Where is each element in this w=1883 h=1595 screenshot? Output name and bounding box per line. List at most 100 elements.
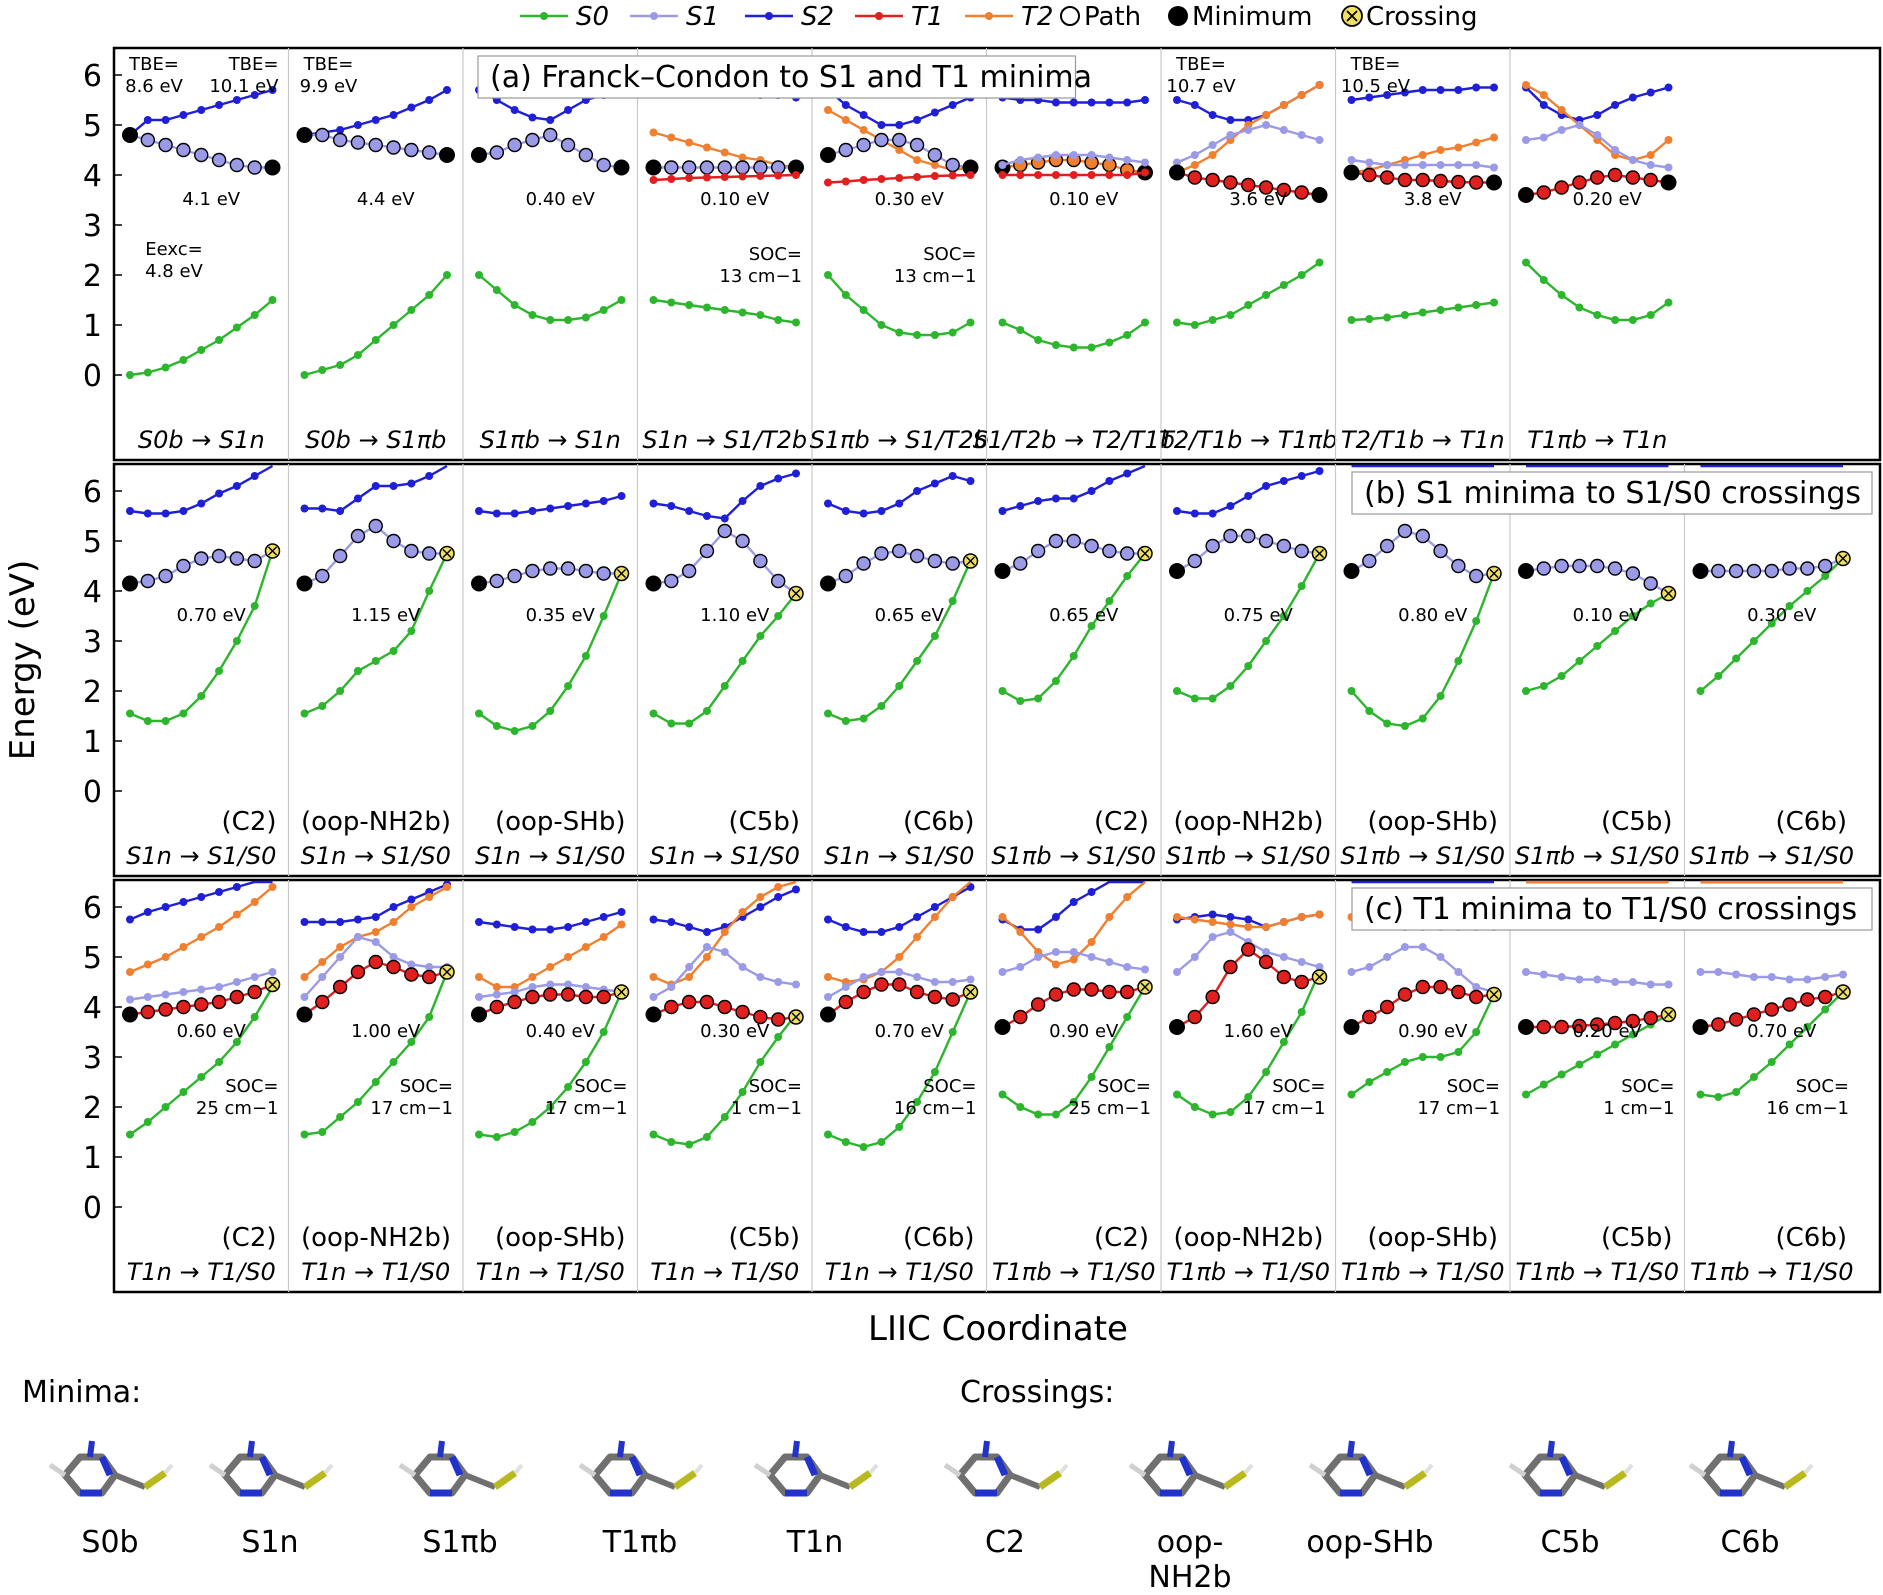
data-point bbox=[1123, 963, 1132, 971]
path-point bbox=[1607, 167, 1623, 183]
annotation: 0.35 eV bbox=[526, 605, 596, 626]
data-point bbox=[1051, 494, 1060, 503]
data-point bbox=[1611, 1040, 1620, 1049]
path-point bbox=[1572, 1018, 1587, 1034]
data-point bbox=[1244, 662, 1253, 670]
data-point bbox=[1226, 131, 1235, 139]
data-point bbox=[1123, 331, 1132, 339]
data-point bbox=[1767, 1058, 1776, 1066]
data-point bbox=[1732, 970, 1741, 979]
subpanel: (C6b) S1n → S1/S0 0.65 eV bbox=[811, 464, 979, 876]
panel-title-text: (b) S1 minima to S1/S0 crossings bbox=[1364, 476, 1861, 511]
data-point bbox=[1244, 915, 1253, 924]
data-point bbox=[756, 973, 765, 981]
data-point bbox=[425, 587, 434, 595]
data-point bbox=[581, 918, 590, 926]
data-point bbox=[546, 925, 555, 934]
subpanel-tag: (oop-NH2b) bbox=[1173, 1223, 1323, 1253]
data-point bbox=[179, 356, 188, 364]
minimum-point bbox=[1692, 563, 1709, 579]
path-point bbox=[1397, 172, 1413, 188]
data-point bbox=[685, 719, 694, 728]
data-point bbox=[1244, 923, 1253, 931]
subpanel-label: S1n → S1/S0 bbox=[301, 842, 451, 870]
data-point bbox=[161, 953, 170, 961]
data-point bbox=[1226, 1108, 1235, 1116]
y-tick-label: 5 bbox=[83, 109, 102, 144]
data-point bbox=[371, 482, 380, 490]
data-point bbox=[1034, 1110, 1043, 1119]
minimum-point bbox=[788, 159, 804, 176]
data-point bbox=[1279, 918, 1288, 926]
data-point bbox=[1539, 101, 1548, 109]
path-point bbox=[1258, 180, 1274, 195]
data-point bbox=[841, 177, 850, 186]
path-point bbox=[1030, 543, 1046, 559]
path-point bbox=[1817, 989, 1833, 1005]
series-t1 bbox=[1343, 164, 1502, 191]
path-point bbox=[1451, 174, 1466, 190]
series-s1 bbox=[1522, 121, 1673, 172]
data-point bbox=[702, 953, 711, 961]
path-point bbox=[1294, 185, 1309, 200]
data-point bbox=[1297, 472, 1306, 480]
series-t1 bbox=[471, 984, 630, 1023]
data-point bbox=[1069, 494, 1078, 503]
path-point bbox=[596, 157, 611, 173]
data-point bbox=[930, 1068, 939, 1076]
subpanel-label: S1n → S1/S0 bbox=[126, 842, 276, 870]
subpanel-tag: (oop-SHb) bbox=[495, 807, 626, 837]
data-point bbox=[1821, 1005, 1830, 1014]
path-point bbox=[1241, 528, 1256, 544]
data-point bbox=[1839, 970, 1847, 979]
data-point bbox=[1611, 978, 1620, 986]
data-point bbox=[161, 990, 170, 999]
path-point bbox=[1294, 543, 1309, 559]
data-point bbox=[1208, 910, 1217, 919]
subpanel: (oop-SHb) S1n → S1/S0 0.35 eV bbox=[462, 464, 630, 876]
data-point bbox=[1539, 682, 1548, 690]
path-point bbox=[525, 132, 540, 148]
path-point bbox=[1119, 546, 1135, 561]
data-point bbox=[1454, 303, 1463, 312]
molecule-structure-picture bbox=[745, 1435, 885, 1515]
data-point bbox=[649, 973, 658, 981]
minimum-point bbox=[1169, 563, 1185, 579]
subpanel: (oop-NH2b) T1n → T1/S0 1.00 eV SOC= 17 cm−1 bbox=[287, 880, 455, 1292]
legend-symbol bbox=[1168, 6, 1188, 26]
subpanel: S1n → S1/T2b 0.10 eV SOC= 13 cm−1 bbox=[636, 48, 807, 460]
path-point bbox=[247, 984, 262, 1000]
legend-item-s0: S0 bbox=[520, 2, 609, 32]
path-point bbox=[507, 568, 522, 584]
path-point bbox=[945, 556, 960, 571]
path-point bbox=[735, 533, 750, 549]
data-point bbox=[824, 271, 832, 279]
path-point bbox=[1415, 528, 1430, 544]
series-s1 bbox=[820, 132, 979, 176]
data-point bbox=[1436, 86, 1445, 94]
data-point bbox=[1454, 968, 1463, 976]
data-point bbox=[913, 331, 922, 339]
path-point bbox=[770, 573, 786, 589]
data-point bbox=[1315, 963, 1324, 971]
path-point bbox=[1782, 561, 1797, 576]
series-s1 bbox=[998, 948, 1149, 976]
data-point bbox=[126, 1130, 134, 1139]
data-point bbox=[1297, 582, 1306, 590]
data-point bbox=[1628, 316, 1637, 324]
molecule-label: oop-NH2b bbox=[1148, 1525, 1232, 1595]
annotation: SOC= 16 cm−1 bbox=[894, 1076, 977, 1119]
data-point bbox=[336, 918, 345, 926]
path-point bbox=[1607, 561, 1623, 576]
data-point bbox=[738, 963, 747, 971]
data-point bbox=[1803, 587, 1812, 595]
panel-title-box bbox=[1351, 471, 1873, 515]
data-point bbox=[546, 1103, 555, 1111]
subpanel: S0b → S1n TBE= 8.6 eV TBE= 10.1 eV 4.1 eV Eexc… bbox=[122, 54, 281, 454]
minimum-point bbox=[1311, 187, 1328, 203]
data-point bbox=[407, 903, 416, 911]
data-point bbox=[143, 908, 152, 916]
data-point bbox=[1714, 672, 1723, 680]
data-point bbox=[336, 953, 345, 961]
subpanel-tag: (C2) bbox=[1094, 1223, 1149, 1253]
